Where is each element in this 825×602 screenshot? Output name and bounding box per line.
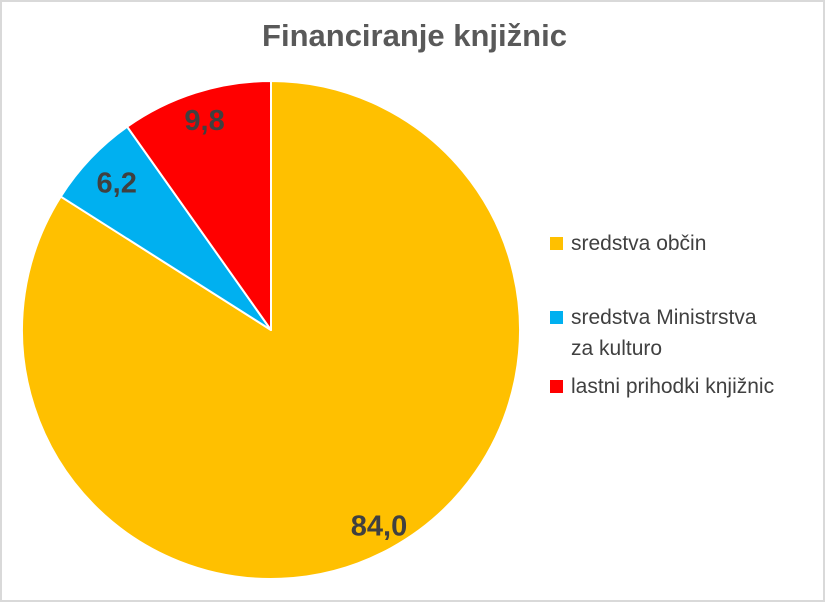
slice-data-label: 84,0 bbox=[351, 510, 407, 542]
legend-item: sredstva občin bbox=[550, 228, 820, 259]
legend-item-label: sredstva občin bbox=[571, 232, 707, 255]
legend-item: lastni prihodki knjižnic bbox=[550, 371, 820, 402]
legend-item-label: sredstva Ministrstva za kulturo bbox=[571, 306, 757, 360]
legend-item-label: lastni prihodki knjižnic bbox=[571, 375, 775, 398]
pie-slice bbox=[126, 80, 272, 331]
slice-data-label: 6,2 bbox=[97, 167, 137, 199]
legend-key-icon bbox=[550, 237, 563, 250]
legend-key-icon bbox=[550, 311, 563, 324]
chart-legend: sredstva občin sredstva Ministrstva za kul… bbox=[550, 228, 820, 402]
legend-item: sredstva Ministrstva za kulturo bbox=[550, 302, 820, 364]
chart-title: Financiranje knjižnic bbox=[262, 18, 567, 53]
legend-key-icon bbox=[550, 380, 563, 393]
slice-data-label: 9,8 bbox=[184, 105, 224, 137]
